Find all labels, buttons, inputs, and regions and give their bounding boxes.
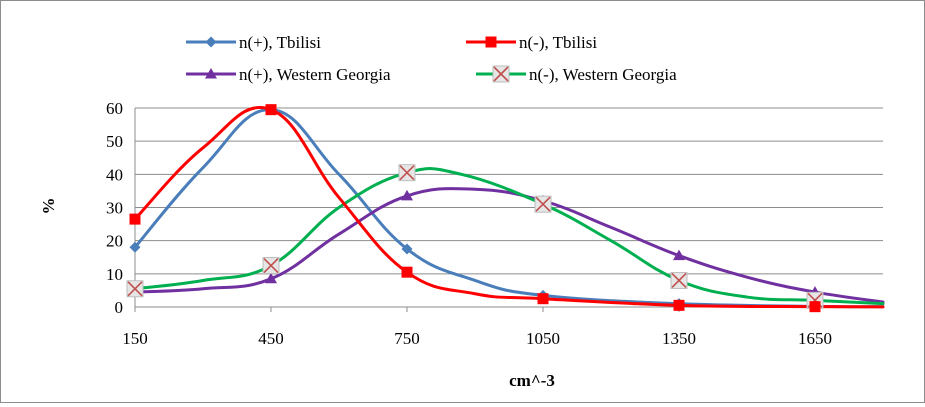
series-line-0 bbox=[133, 108, 885, 309]
legend-marker bbox=[492, 65, 510, 83]
legend-item: n(+), Tbilisi bbox=[186, 33, 321, 52]
legend-label: n(+), Western Georgia bbox=[239, 65, 391, 84]
y-tick-label: 0 bbox=[115, 298, 124, 317]
data-point bbox=[670, 271, 688, 289]
series-line-1 bbox=[133, 106, 885, 309]
data-point bbox=[129, 241, 141, 253]
data-point bbox=[265, 272, 277, 284]
series-line-2 bbox=[133, 187, 885, 304]
x-axis-title: cm^-3 bbox=[509, 371, 555, 390]
legend-label: n(-), Tbilisi bbox=[519, 33, 597, 52]
series-lines bbox=[133, 106, 885, 309]
data-point bbox=[534, 195, 552, 213]
data-point bbox=[398, 164, 416, 182]
y-tick-label: 40 bbox=[106, 165, 123, 184]
data-point bbox=[401, 266, 413, 278]
y-axis-title: % bbox=[39, 198, 58, 215]
x-tick-labels: 150 450 750 1050 1350 1650 bbox=[122, 329, 832, 348]
legend-item: n(-), Tbilisi bbox=[466, 33, 597, 52]
y-tick-label: 60 bbox=[106, 99, 123, 118]
series-markers bbox=[126, 104, 824, 313]
x-tick-label: 1350 bbox=[662, 329, 696, 348]
y-tick-label: 10 bbox=[106, 265, 123, 284]
legend: n(+), Tbilisi n(-), Tbilisi n(+), Western … bbox=[186, 33, 677, 84]
x-tick-label: 450 bbox=[258, 329, 284, 348]
axes bbox=[134, 108, 883, 312]
legend-marker bbox=[205, 36, 217, 48]
data-point bbox=[673, 249, 685, 261]
data-point bbox=[129, 213, 141, 225]
legend-item: n(-), Western Georgia bbox=[476, 65, 677, 84]
data-point bbox=[262, 257, 280, 275]
y-tick-label: 30 bbox=[106, 199, 123, 218]
y-tick-label: 50 bbox=[106, 132, 123, 151]
legend-label: n(-), Western Georgia bbox=[529, 65, 677, 84]
y-tick-labels: 0 10 20 30 40 50 60 bbox=[106, 99, 123, 317]
data-point bbox=[673, 299, 685, 311]
data-point bbox=[265, 104, 277, 116]
data-point bbox=[809, 301, 821, 313]
legend-label: n(+), Tbilisi bbox=[239, 33, 321, 52]
data-point bbox=[537, 293, 549, 305]
data-point bbox=[401, 189, 413, 201]
x-tick-label: 1650 bbox=[798, 329, 832, 348]
data-point bbox=[126, 280, 144, 298]
legend-marker bbox=[205, 68, 217, 79]
legend-marker bbox=[485, 36, 497, 48]
y-tick-label: 20 bbox=[106, 232, 123, 251]
data-point bbox=[401, 243, 413, 255]
x-tick-label: 150 bbox=[122, 329, 148, 348]
legend-item: n(+), Western Georgia bbox=[186, 65, 391, 84]
grid-lines bbox=[135, 107, 883, 308]
x-tick-label: 1050 bbox=[526, 329, 560, 348]
x-tick-label: 750 bbox=[394, 329, 420, 348]
